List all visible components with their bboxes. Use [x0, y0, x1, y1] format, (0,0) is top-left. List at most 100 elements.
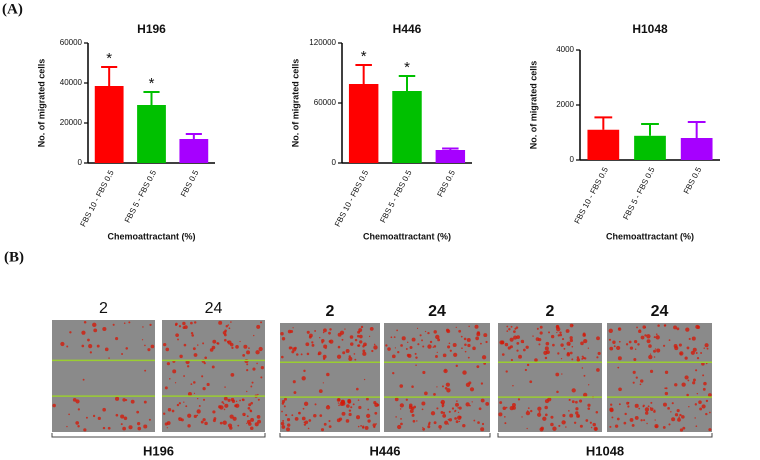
- cell-speckle: [427, 422, 431, 426]
- cell-speckle: [416, 327, 419, 329]
- cell-speckle: [228, 327, 231, 330]
- cell-speckle: [556, 331, 558, 334]
- cell-speckle: [318, 389, 323, 394]
- cell-speckle: [123, 416, 128, 421]
- cell-speckle: [617, 356, 622, 361]
- cell-speckle: [209, 348, 214, 352]
- cell-speckle: [255, 350, 260, 355]
- cell-speckle: [628, 340, 632, 344]
- cell-speckle: [166, 362, 171, 366]
- cell-speckle: [283, 405, 286, 408]
- cell-speckle: [301, 416, 306, 421]
- cell-speckle: [653, 410, 656, 413]
- cell-speckle: [358, 328, 363, 332]
- cell-speckle: [328, 420, 331, 423]
- cell-speckle: [702, 374, 705, 377]
- cell-speckle: [202, 387, 206, 391]
- cell-speckle: [373, 425, 376, 429]
- cell-speckle: [212, 339, 217, 344]
- cell-speckle: [85, 416, 88, 419]
- cell-speckle: [311, 343, 315, 347]
- cell-speckle: [559, 331, 562, 334]
- cell-speckle: [323, 422, 327, 426]
- cell-speckle: [202, 398, 206, 401]
- cell-speckle: [587, 347, 590, 349]
- cell-speckle: [125, 347, 129, 350]
- cell-speckle: [637, 343, 640, 346]
- cell-speckle: [371, 349, 374, 353]
- cell-speckle: [363, 378, 366, 381]
- cell-speckle: [662, 426, 666, 429]
- cell-speckle: [421, 339, 423, 342]
- cell-speckle: [231, 399, 236, 403]
- cell-speckle: [512, 406, 516, 410]
- cell-speckle: [433, 392, 436, 396]
- cell-speckle: [369, 326, 374, 331]
- cell-speckle: [665, 387, 668, 390]
- cell-speckle: [471, 401, 473, 403]
- cell-speckle: [66, 345, 69, 348]
- cell-speckle: [611, 416, 614, 419]
- cell-speckle: [178, 402, 182, 405]
- cell-speckle: [223, 396, 228, 401]
- cell-speckle: [417, 343, 420, 346]
- cell-speckle: [319, 414, 323, 417]
- cell-speckle: [115, 396, 120, 401]
- cell-speckle: [285, 414, 288, 417]
- cell-speckle: [462, 423, 466, 428]
- cell-speckle: [354, 358, 357, 361]
- cell-speckle: [706, 347, 709, 350]
- cell-speckle: [433, 345, 437, 348]
- cell-speckle: [561, 338, 565, 341]
- cell-speckle: [97, 416, 101, 420]
- cell-speckle: [527, 410, 529, 412]
- cell-speckle: [516, 335, 521, 340]
- cell-speckle: [544, 413, 548, 417]
- cell-speckle: [552, 426, 557, 431]
- cell-speckle: [258, 346, 263, 352]
- cell-speckle: [322, 382, 324, 384]
- significance: *: [106, 50, 112, 67]
- cell-speckle: [460, 335, 463, 338]
- cell-speckle: [248, 347, 250, 349]
- cell-speckle: [405, 348, 408, 350]
- cell-speckle: [225, 325, 229, 328]
- cell-speckle: [77, 425, 80, 428]
- cell-speckle: [508, 328, 511, 331]
- cell-speckle: [108, 357, 110, 359]
- cell-speckle: [448, 410, 451, 413]
- cell-speckle: [288, 346, 292, 350]
- cell-speckle: [143, 400, 147, 404]
- y-tick-label: 2000: [556, 100, 574, 109]
- cell-speckle: [568, 398, 571, 402]
- cell-speckle: [415, 364, 417, 367]
- cell-speckle: [282, 419, 285, 422]
- cell-speckle: [657, 324, 660, 327]
- cell-speckle: [337, 345, 341, 349]
- cell-speckle: [436, 407, 439, 410]
- cell-speckle: [568, 410, 570, 412]
- cell-speckle: [360, 325, 364, 329]
- cell-speckle: [451, 407, 455, 410]
- cell-speckle: [455, 326, 457, 328]
- cell-speckle: [436, 386, 438, 388]
- cell-speckle: [202, 342, 205, 345]
- cell-speckle: [260, 366, 264, 370]
- cell-speckle: [390, 336, 393, 339]
- cell-speckle: [537, 406, 542, 411]
- cell-speckle: [92, 322, 97, 328]
- cell-speckle: [662, 402, 667, 407]
- cell-speckle: [394, 347, 396, 349]
- cell-speckle: [629, 346, 634, 350]
- cell-speckle: [223, 408, 226, 411]
- cell-speckle: [365, 397, 369, 401]
- cell-speckle: [348, 412, 352, 417]
- cell-speckle: [454, 417, 457, 420]
- cell-speckle: [520, 339, 525, 344]
- micrograph: [384, 323, 490, 432]
- cell-speckle: [671, 402, 674, 405]
- cell-speckle: [362, 345, 365, 348]
- cell-speckle: [222, 420, 227, 425]
- cell-speckle: [501, 341, 505, 345]
- cell-speckle: [252, 367, 256, 371]
